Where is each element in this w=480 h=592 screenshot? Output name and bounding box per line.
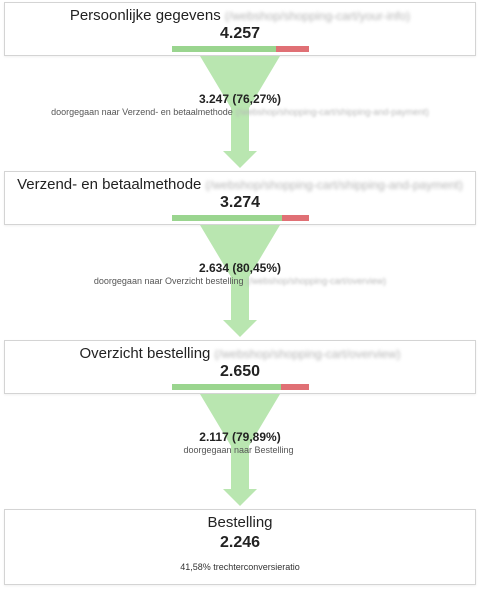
step-title: Bestelling [5, 514, 475, 531]
step-title: Verzend- en betaalmethode (/webshop/shopp… [5, 176, 475, 193]
funnel-transition-2: 2.634 (80,45%) doorgegaan naar Overzicht… [0, 225, 480, 337]
proceed-segment [172, 215, 283, 221]
transition-text: doorgegaan naar Overzicht bestelling (/we… [93, 276, 387, 286]
funnel-step-1[interactable]: Persoonlijke gegevens (/webshop/shopping-… [4, 2, 476, 56]
transition-value: 2.117 (79,89%) [199, 430, 281, 444]
dropoff-segment [276, 46, 309, 52]
funnel-transition-3: 2.117 (79,89%) doorgegaan naar Bestellin… [0, 394, 480, 506]
step-url: (/webshop/shopping-cart/your-info) [224, 9, 411, 23]
step-name: Overzicht bestelling [79, 345, 211, 362]
proceed-bar [172, 46, 309, 52]
proceed-bar [172, 215, 309, 221]
funnel-arrow-shape [200, 394, 280, 506]
step-count: 2.650 [219, 363, 261, 380]
funnel-step-3[interactable]: Overzicht bestelling (/webshop/shopping-c… [4, 340, 476, 394]
transition-text: doorgegaan naar Verzend- en betaalmethod… [51, 107, 429, 117]
step-title: Overzicht bestelling (/webshop/shopping-c… [5, 345, 475, 362]
step-url: (/webshop/shopping-cart/shipping-and-pay… [205, 178, 463, 192]
funnel-arrow-shape [200, 225, 280, 337]
step-count: 2.246 [219, 534, 261, 551]
step-title: Persoonlijke gegevens (/webshop/shopping-… [5, 7, 475, 24]
funnel-step-4[interactable]: Bestelling 2.246 41,58% trechterconversi… [4, 509, 476, 585]
step-name: Bestelling [207, 514, 273, 531]
step-count: 4.257 [219, 25, 261, 42]
dropoff-segment [281, 384, 309, 390]
funnel-step-2[interactable]: Verzend- en betaalmethode (/webshop/shopp… [4, 171, 476, 225]
funnel-conversion-rate: 41,58% trechterconversieratio [180, 562, 300, 572]
transition-value: 3.247 (76,27%) [198, 92, 282, 106]
dropoff-segment [282, 215, 309, 221]
step-count: 3.274 [219, 194, 261, 211]
step-name: Verzend- en betaalmethode [17, 176, 202, 193]
step-name: Persoonlijke gegevens [69, 7, 221, 24]
transition-text: doorgegaan naar Bestelling [183, 445, 294, 455]
proceed-segment [172, 46, 277, 52]
transition-value: 2.634 (80,45%) [198, 261, 282, 275]
step-url: (/webshop/shopping-cart/overview) [214, 347, 401, 361]
transition-url: (/webshop/shopping-cart/shipping-and-pay… [235, 107, 429, 117]
proceed-segment [172, 384, 282, 390]
funnel-transition-1: 3.247 (76,27%) doorgegaan naar Verzend- … [0, 56, 480, 168]
transition-url: (/webshop/shopping-cart/overview) [246, 276, 387, 286]
funnel-arrow-shape [200, 56, 280, 168]
proceed-bar [172, 384, 309, 390]
